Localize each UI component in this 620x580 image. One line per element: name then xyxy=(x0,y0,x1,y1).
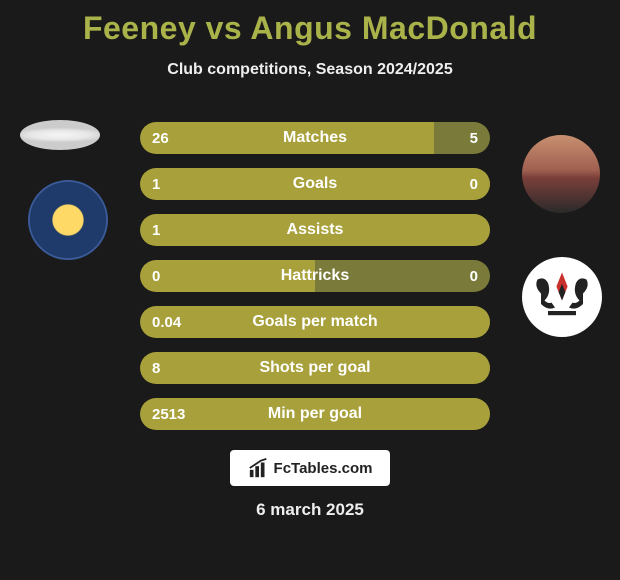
subtitle: Club competitions, Season 2024/2025 xyxy=(0,61,620,79)
player2-name: Angus MacDonald xyxy=(250,10,537,46)
stat-row: 265Matches xyxy=(140,122,490,154)
vs-text: vs xyxy=(206,10,243,46)
date-text: 6 march 2025 xyxy=(0,500,620,520)
player1-photo xyxy=(20,120,100,150)
stat-label: Hattricks xyxy=(140,260,490,292)
stat-label: Matches xyxy=(140,122,490,154)
stats-bars: 265Matches 10Goals 1Assists 00Hattricks 0.04… xyxy=(140,122,490,444)
footer-brand: FcTables.com xyxy=(230,450,390,486)
stat-row: 10Goals xyxy=(140,168,490,200)
crest-icon xyxy=(527,262,597,332)
stat-label: Goals per match xyxy=(140,306,490,338)
stat-row: 1Assists xyxy=(140,214,490,246)
player2-photo xyxy=(522,135,600,213)
comparison-title: Feeney vs Angus MacDonald xyxy=(0,0,620,47)
player1-club-logo xyxy=(28,180,108,260)
footer-brand-text: FcTables.com xyxy=(274,460,373,477)
player2-club-logo xyxy=(522,257,602,337)
stat-row: 0.04Goals per match xyxy=(140,306,490,338)
stat-label: Shots per goal xyxy=(140,352,490,384)
stat-label: Goals xyxy=(140,168,490,200)
stat-row: 2513Min per goal xyxy=(140,398,490,430)
stat-row: 00Hattricks xyxy=(140,260,490,292)
chart-icon xyxy=(248,457,270,479)
player1-name: Feeney xyxy=(83,10,196,46)
stat-row: 8Shots per goal xyxy=(140,352,490,384)
stat-label: Assists xyxy=(140,214,490,246)
stat-label: Min per goal xyxy=(140,398,490,430)
